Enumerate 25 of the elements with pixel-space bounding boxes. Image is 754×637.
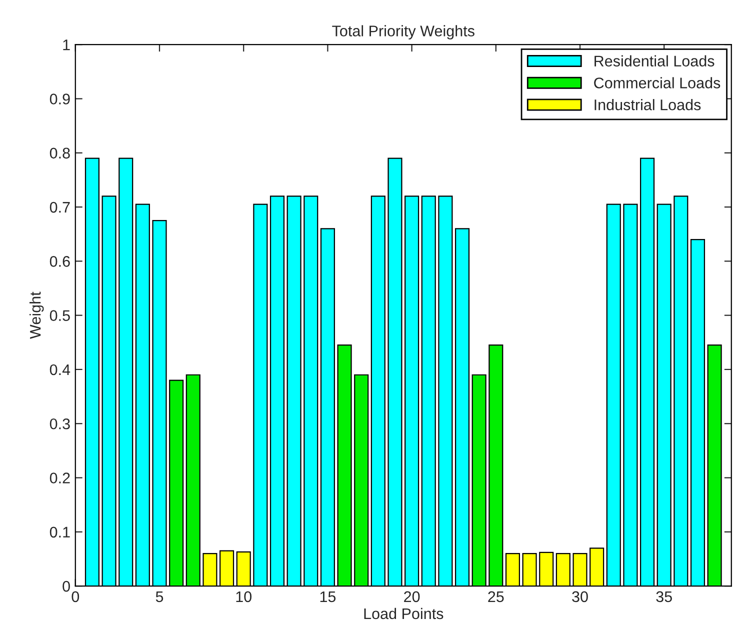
y-tick-label: 0.1 — [50, 526, 70, 538]
legend-label: Commercial Loads — [594, 77, 720, 88]
y-tick-label: 0.8 — [50, 148, 70, 159]
x-tick-label: 0 — [72, 591, 80, 602]
chart-title: Total Priority Weights — [332, 25, 474, 40]
y-tick-label: 0.7 — [50, 202, 70, 213]
x-tick-label: 5 — [156, 591, 164, 602]
x-tick-label: 35 — [656, 591, 672, 602]
x-tick-label: 30 — [572, 591, 588, 602]
y-tick-label: 0.2 — [50, 472, 70, 484]
y-tick-label: 0.3 — [50, 418, 70, 430]
x-tick-label: 10 — [236, 591, 252, 602]
y-tick-label: 0.4 — [50, 364, 70, 376]
y-axis-title: Weight — [30, 292, 44, 339]
x-tick-label: 15 — [320, 591, 336, 602]
x-tick-label: 20 — [404, 591, 420, 602]
y-tick-label: 0.9 — [50, 94, 70, 104]
x-axis-title: Load Points — [364, 608, 444, 620]
legend-label: Residential Loads — [594, 55, 714, 67]
y-tick-label: 0 — [62, 580, 70, 592]
x-tick-label: 25 — [488, 591, 504, 602]
y-tick-label: 1 — [63, 40, 70, 50]
legend-label: Industrial Loads — [594, 99, 701, 110]
y-tick-label: 0.6 — [50, 256, 70, 267]
y-tick-label: 0.5 — [50, 310, 70, 321]
